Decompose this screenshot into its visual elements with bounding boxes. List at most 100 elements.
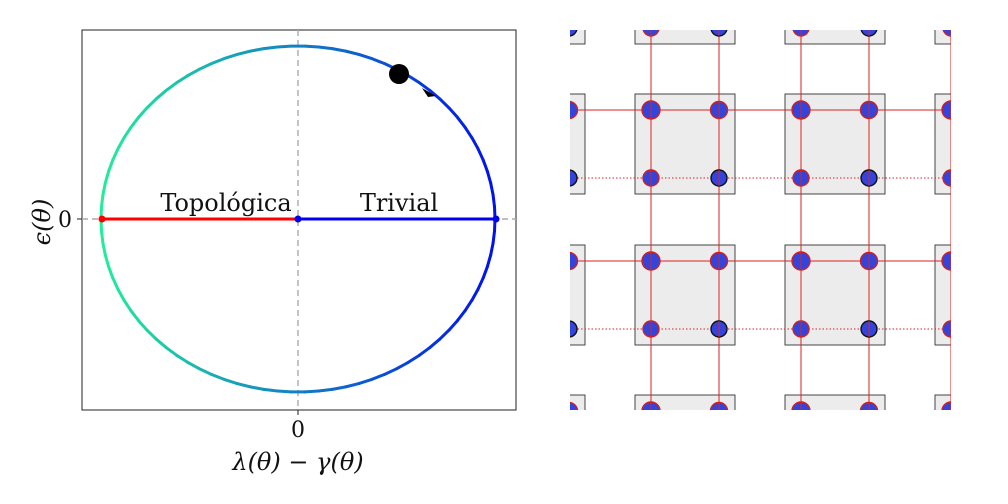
curve-segment bbox=[455, 115, 467, 129]
site-circle bbox=[570, 320, 578, 338]
curve-segment bbox=[101, 181, 107, 197]
site-circle bbox=[570, 30, 578, 37]
unit-cell bbox=[784, 30, 886, 45]
curve-segment bbox=[481, 158, 489, 173]
curve-segment bbox=[145, 328, 158, 341]
curve-segment bbox=[406, 74, 421, 85]
curve-segment bbox=[357, 52, 374, 61]
curve-segment bbox=[489, 241, 495, 257]
lattice-site bbox=[570, 251, 579, 271]
lattice-site bbox=[859, 251, 879, 271]
curve-segment bbox=[103, 169, 111, 185]
lattice-site bbox=[942, 169, 951, 187]
site-circle bbox=[492, 252, 510, 270]
curve-segment bbox=[116, 136, 126, 151]
unit-cell bbox=[570, 244, 586, 346]
site-circle bbox=[570, 251, 579, 271]
site-circle bbox=[941, 401, 951, 410]
x-axis-label: λ(θ) − γ(θ) bbox=[231, 448, 363, 476]
curve-segment bbox=[137, 319, 149, 332]
left-endpoint-dot bbox=[98, 215, 106, 223]
lattice-site bbox=[942, 30, 951, 37]
site-circle bbox=[493, 321, 509, 337]
curve-segment bbox=[164, 81, 179, 92]
unit-cell bbox=[634, 30, 736, 45]
curve-segment bbox=[303, 389, 321, 394]
curve-segment bbox=[154, 88, 168, 101]
site-circle bbox=[493, 170, 509, 186]
curve-segment bbox=[476, 276, 485, 291]
site-circle bbox=[793, 471, 809, 487]
curve-segment bbox=[485, 253, 493, 269]
lattice-diagram bbox=[492, 0, 1008, 487]
lattice-site bbox=[792, 169, 810, 187]
unit-cell bbox=[934, 30, 951, 45]
lattice-site bbox=[710, 169, 728, 187]
lattice-site bbox=[793, 471, 809, 487]
curve-segment bbox=[248, 47, 266, 53]
curve-segment bbox=[111, 276, 120, 291]
intra-cell-bond bbox=[651, 411, 719, 479]
unit-cell bbox=[570, 93, 586, 195]
curve-segment bbox=[198, 367, 214, 376]
curve-segment bbox=[210, 57, 226, 66]
curve-segment bbox=[417, 346, 432, 357]
curve-segment bbox=[447, 319, 459, 332]
lattice-site bbox=[493, 321, 509, 337]
curve-segment bbox=[99, 193, 105, 209]
lattice-site bbox=[941, 401, 951, 410]
curve-segment bbox=[357, 377, 374, 386]
curve-segment bbox=[447, 106, 459, 119]
curve-segment bbox=[463, 125, 474, 140]
curve-segment bbox=[210, 372, 226, 381]
topological-label: Topológica bbox=[160, 189, 291, 217]
lattice-site bbox=[711, 471, 727, 487]
curve-segment bbox=[129, 309, 141, 323]
site-circle bbox=[941, 100, 951, 120]
curve-segment bbox=[122, 298, 133, 313]
curve-segment bbox=[476, 147, 485, 162]
lattice-site bbox=[792, 30, 810, 37]
curve-segment bbox=[344, 49, 361, 56]
curve-segment bbox=[248, 385, 266, 391]
lattice-site bbox=[492, 252, 510, 270]
lattice-site bbox=[791, 100, 811, 120]
curve-segment bbox=[344, 382, 361, 389]
curve-segment bbox=[428, 88, 442, 101]
curve-segment bbox=[438, 97, 451, 110]
lattice-site bbox=[861, 471, 877, 487]
site-circle bbox=[943, 471, 959, 487]
lattice-site bbox=[709, 100, 729, 120]
lattice-site bbox=[642, 169, 660, 187]
energy-plot: Topológica Trivial 0 0 λ(θ) − γ(θ) ϵ(θ) bbox=[28, 29, 517, 476]
site-circle bbox=[570, 100, 579, 120]
intra-cell-bond bbox=[950, 260, 951, 329]
site-circle bbox=[493, 20, 509, 36]
curve-segment bbox=[101, 241, 107, 257]
intra-cell-bond bbox=[951, 0, 1008, 28]
curve-segment bbox=[111, 147, 120, 162]
site-circle bbox=[492, 101, 510, 119]
y-axis-label: ϵ(θ) bbox=[28, 199, 56, 246]
trivial-label: Trivial bbox=[360, 189, 438, 217]
curve-segment bbox=[463, 298, 474, 313]
lattice-site bbox=[942, 320, 951, 338]
curve-segment bbox=[262, 45, 279, 51]
intra-cell-bond bbox=[801, 0, 869, 28]
lattice-site bbox=[709, 251, 729, 271]
lattice-site bbox=[643, 471, 659, 487]
lattice-site bbox=[710, 320, 728, 338]
curve-segment bbox=[262, 387, 279, 393]
curve-segment bbox=[395, 360, 410, 371]
curve-segment bbox=[107, 158, 115, 173]
curve-segment bbox=[175, 353, 190, 364]
curve-segment bbox=[107, 265, 115, 280]
curve-segment bbox=[370, 372, 386, 381]
site-circle bbox=[492, 402, 510, 420]
curve-segment bbox=[175, 74, 190, 85]
curve-segment bbox=[330, 47, 348, 53]
curve-segment bbox=[481, 265, 489, 280]
site-circle bbox=[570, 401, 579, 410]
curve-segment bbox=[455, 309, 467, 323]
curve-segment bbox=[275, 44, 293, 49]
